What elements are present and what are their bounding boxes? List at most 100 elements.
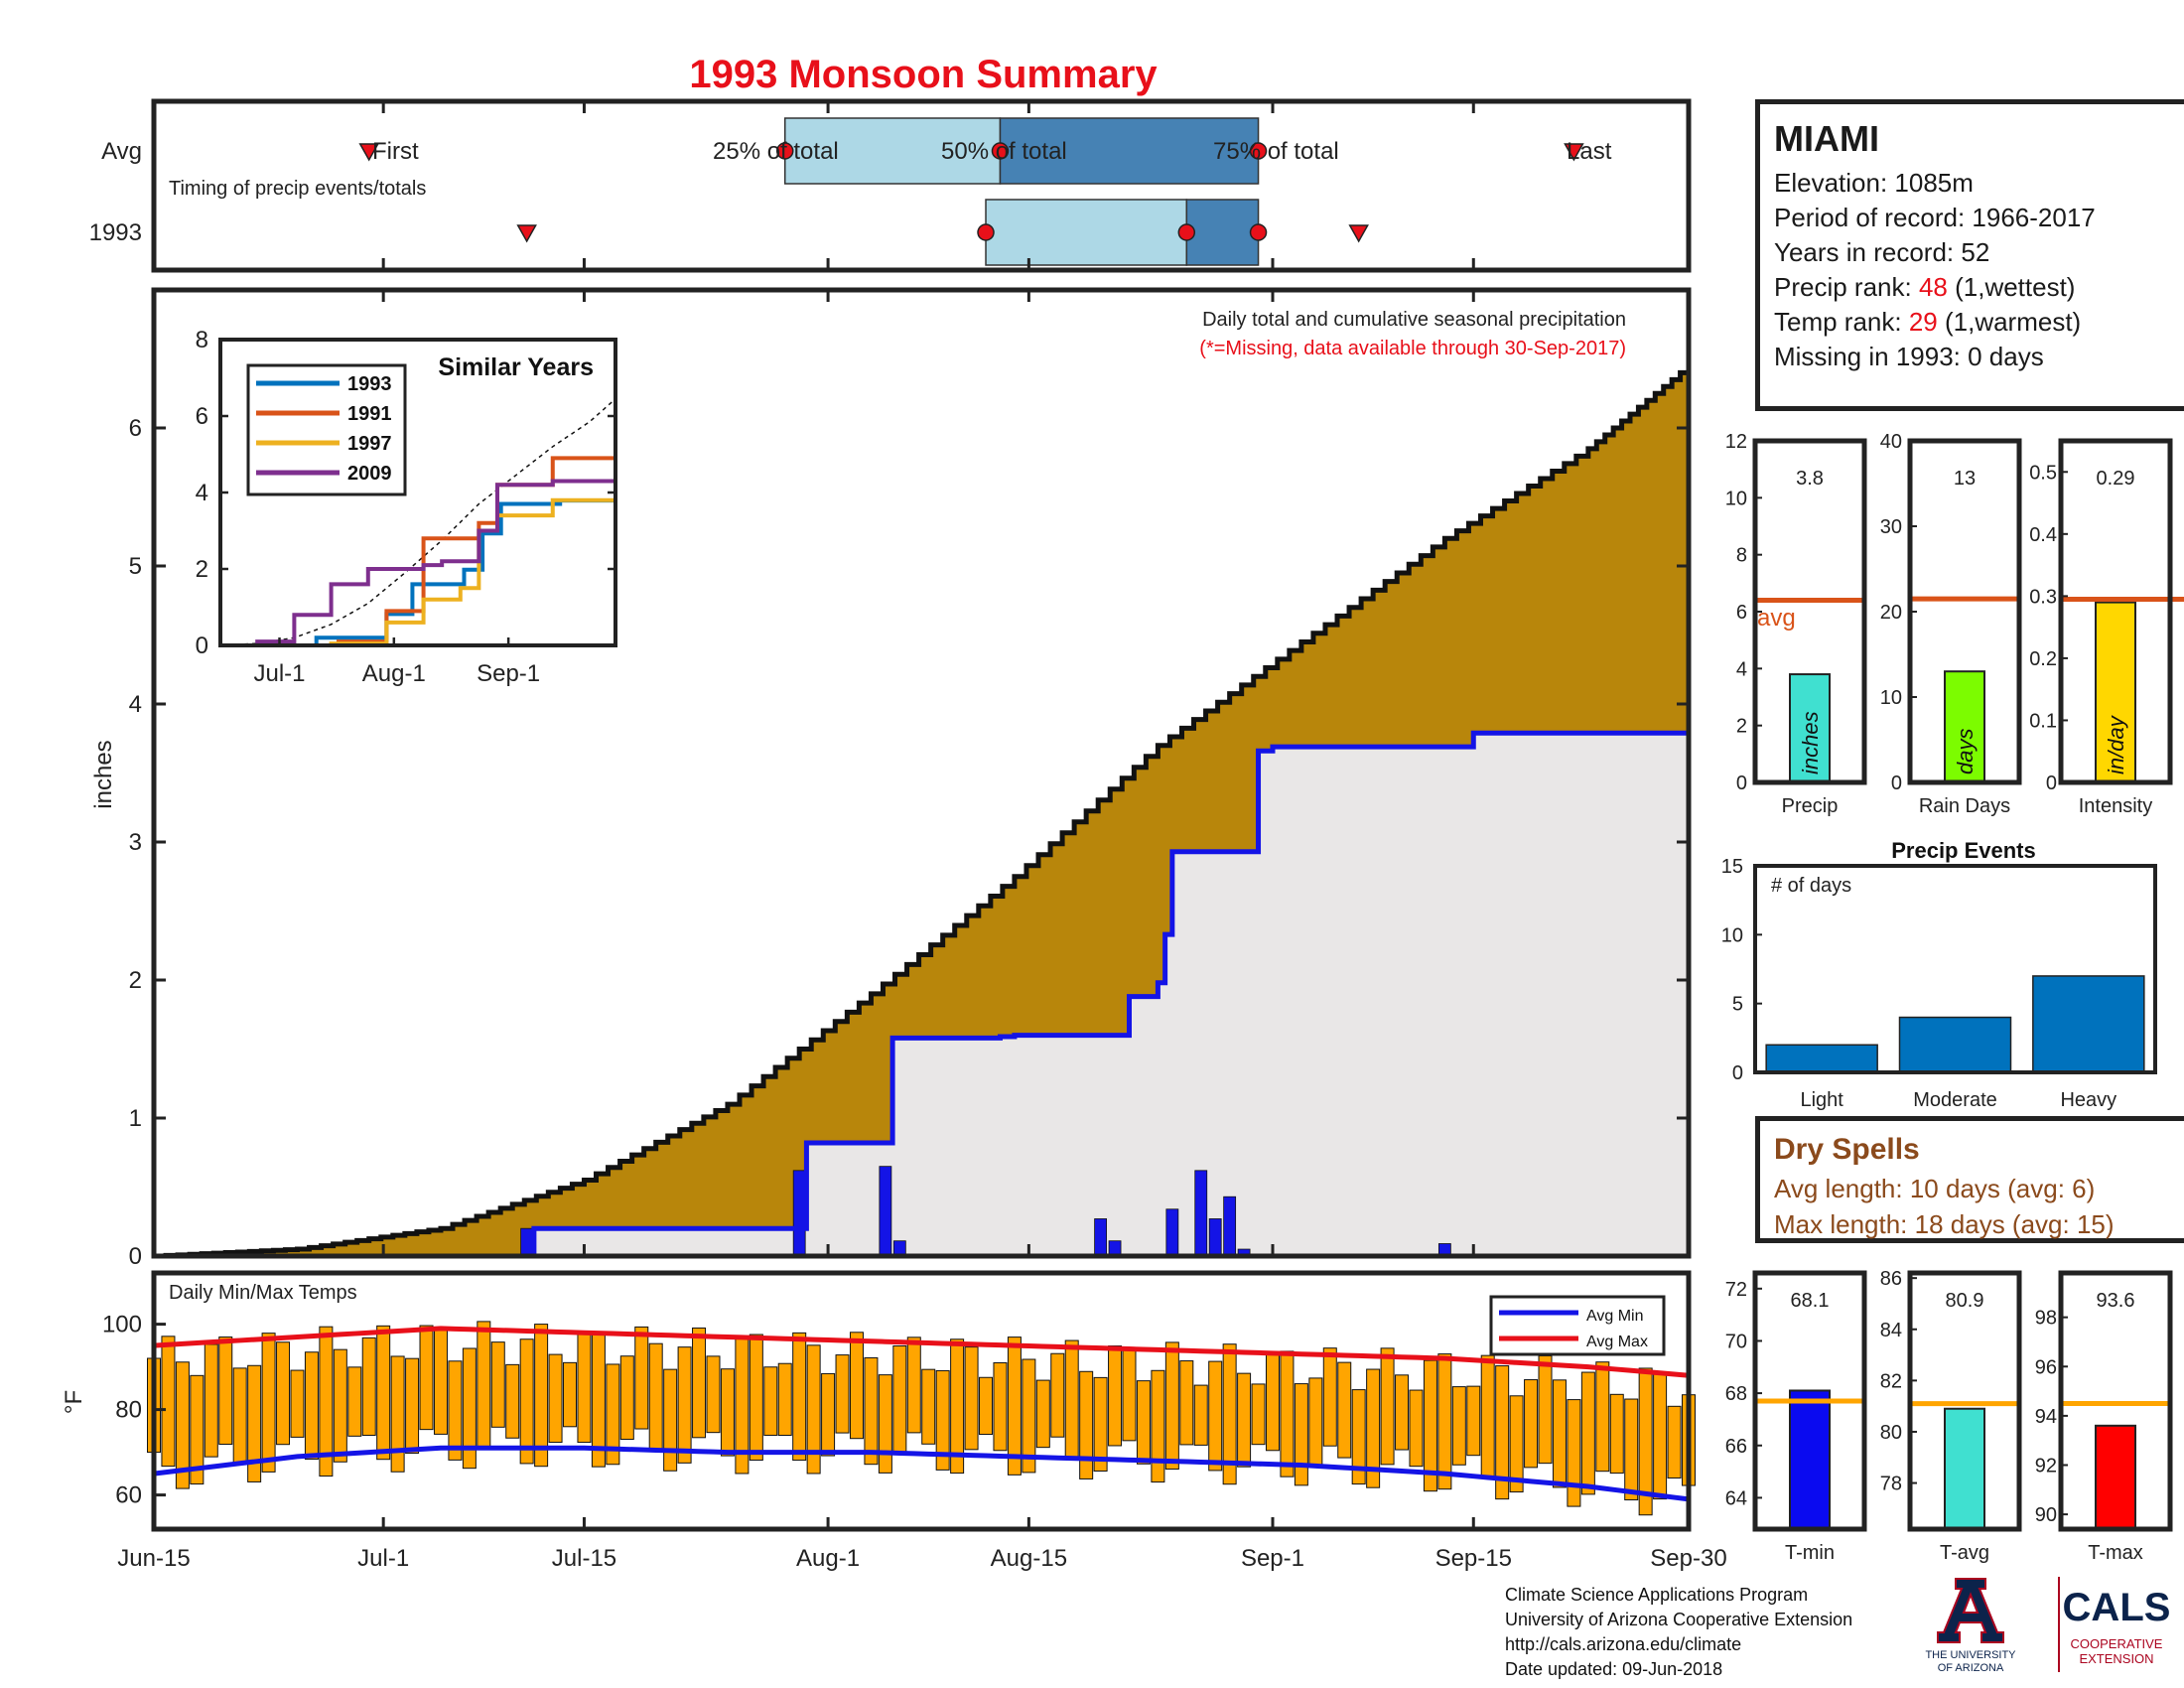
timing-box-dark-avg: [999, 117, 1260, 185]
timing-dot-p25-avg: [775, 142, 794, 160]
obs-cumulative-line: [154, 730, 1689, 1259]
legend-avg-max: Avg Max: [1586, 1334, 1648, 1350]
main-frame: [151, 287, 1692, 1259]
daily-temp-bar: [276, 1341, 291, 1446]
dry-spells-avg: Avg length: 10 days (avg: 6): [1774, 1174, 2096, 1203]
daily-temp-bar: [979, 1376, 994, 1436]
temp-summary-ytick-0: 72: [1725, 1279, 1747, 1301]
daily-temp-bar: [1265, 1352, 1280, 1452]
temp-summary-frame-2: [2058, 1270, 2173, 1532]
daily-temp-bar: [763, 1366, 778, 1436]
temp-summary-frame-0: [1752, 1270, 1867, 1532]
temp-rank-suffix: (1,warmest): [1937, 307, 2082, 337]
summary-ytick-1: 30: [1880, 516, 1902, 538]
inset-ytick-label: 4: [196, 480, 208, 506]
footer-line-1: Climate Science Applications Program: [1505, 1585, 1809, 1605]
marker-last-label: Last: [1567, 138, 1612, 165]
timing-dot-p25-year: [977, 223, 995, 241]
temp-summary-ytick-1: 80: [1880, 1422, 1902, 1444]
temp-summary-ytick-2: 96: [2035, 1356, 2057, 1378]
events-category-label: Light: [1800, 1089, 1843, 1111]
temp-rank-value: 29: [1908, 307, 1938, 337]
inset-xticks: Jul-1 Aug-1 Sep-1: [253, 637, 540, 687]
daily-temp-bar: [433, 1329, 448, 1435]
temp-summary-ytick-2: 94: [2035, 1406, 2057, 1428]
bottom-xticks: Jun-15 Jul-1 Jul-15 Aug-1 Aug-15 Sep-1 Sep-15 S…: [117, 1517, 1727, 1572]
dry-spells-max: Max length: 18 days (avg: 15): [1774, 1209, 2115, 1239]
events-category-label: Moderate: [1913, 1089, 1997, 1111]
temp-yticks: 60 80 100: [102, 1312, 166, 1509]
timing-row-avg: Avg: [101, 138, 142, 165]
summary-ytick-0: 4: [1736, 658, 1747, 680]
marker-75-label: 75% of total: [1213, 138, 1339, 165]
footer-credits: Climate Science Applications Program Uni…: [1505, 1583, 1852, 1682]
footer-line-2: University of Arizona Cooperative Extens…: [1505, 1610, 1853, 1629]
daily-temp-bar: [1667, 1405, 1682, 1479]
daily-temp-bar: [821, 1372, 836, 1457]
daily-temp-bar: [1595, 1361, 1610, 1473]
temp-ytick-label: 60: [115, 1482, 142, 1509]
daily-temp-bar: [1380, 1347, 1395, 1466]
daily-temp-bar: [906, 1336, 921, 1434]
daily-temp-bar: [1423, 1359, 1437, 1492]
events-ytick-label: 10: [1721, 924, 1743, 946]
daily-temp-bar: [749, 1334, 763, 1462]
temperature-bar-panels: 68.1 T-min 64 66 68 70 72 80.9 T-avg 78 80 82 84 86 93…: [1725, 1268, 2173, 1564]
daily-temp-bar: [1022, 1358, 1036, 1474]
timing-triangle-last-year: [1348, 224, 1369, 243]
years-in-record: Years in record: 52: [1774, 237, 1990, 267]
precip-avg-label: avg: [1757, 605, 1796, 632]
bottom-xtick-label: Sep-30: [1650, 1545, 1726, 1572]
temp-summary-ytick-0: 68: [1725, 1383, 1747, 1405]
daily-temp-bar: [1451, 1386, 1466, 1466]
daily-temp-bar: [577, 1331, 592, 1444]
daily-temp-bar: [462, 1347, 477, 1470]
cals-wordmark: CALS: [2063, 1586, 2171, 1629]
temp-summary-bar-1: [1944, 1407, 1985, 1530]
daily-temp-bar: [619, 1355, 634, 1441]
temp-summary-value-0: 68.1: [1791, 1290, 1830, 1312]
daily-temp-bar: [548, 1353, 563, 1444]
timing-panel: Avg 1993 Timing of precip events/totals …: [89, 98, 1692, 273]
daily-temp-bar: [1108, 1345, 1123, 1447]
daily-temp-bar: [448, 1360, 463, 1461]
daily-precip-bar: [520, 1227, 534, 1257]
inset-yticks: 0 2 4 6 8: [196, 327, 615, 659]
page-title: 1993 Monsoon Summary: [689, 53, 1158, 96]
inset-legend-items: 1993 1991 1997 2009: [256, 373, 392, 485]
daily-temp-bar: [663, 1368, 678, 1472]
daily-temp-bar: [720, 1368, 735, 1457]
temp-label: Daily Min/Max Temps: [169, 1282, 357, 1304]
daily-temp-bar: [347, 1366, 362, 1437]
daily-temp-bar: [247, 1364, 262, 1482]
inset-title: Similar Years: [438, 353, 594, 381]
summary-ytick-0: 12: [1725, 431, 1747, 453]
timing-caption: Timing of precip events/totals: [169, 178, 426, 200]
daily-temp-bar: [534, 1324, 549, 1468]
daily-temp-bar: [648, 1342, 663, 1450]
daily-temp-bar: [405, 1357, 420, 1454]
temp-summary-value-2: 93.6: [2097, 1290, 2135, 1312]
temp-summary-label-0: T-min: [1785, 1542, 1835, 1564]
similar-years-inset: Similar Years 1993 1991 1997 2009 0 2 4 6 8 Jul…: [196, 327, 617, 687]
daily-precip-bar: [1208, 1218, 1222, 1257]
station-name: MIAMI: [1774, 118, 1879, 159]
precip-rank: Precip rank: 48 (1,wettest): [1774, 270, 2179, 305]
daily-temp-bar: [1509, 1395, 1524, 1493]
avg-min-line: [153, 1445, 1690, 1502]
bottom-xtick-label: Jul-15: [552, 1545, 616, 1572]
timing-frame: [151, 98, 1692, 273]
summary-ytick-2: 0.1: [2029, 710, 2057, 732]
daily-temp-bar: [376, 1325, 391, 1461]
obs-cumulative-area: [154, 733, 1689, 1256]
precip-rank-prefix: Precip rank:: [1774, 272, 1919, 302]
daily-temp-bar: [218, 1336, 233, 1446]
marker-first-label: First: [372, 138, 419, 165]
temp-summary-label-1: T-avg: [1940, 1542, 1989, 1564]
temp-legend: [1489, 1295, 1666, 1356]
summary-ytick-0: 2: [1736, 716, 1747, 738]
station-info-box: MIAMI Elevation: 1085m Period of record:…: [1755, 99, 2184, 411]
inset-legend-label: 1991: [347, 403, 392, 425]
inset-ytick-label: 6: [196, 403, 208, 430]
